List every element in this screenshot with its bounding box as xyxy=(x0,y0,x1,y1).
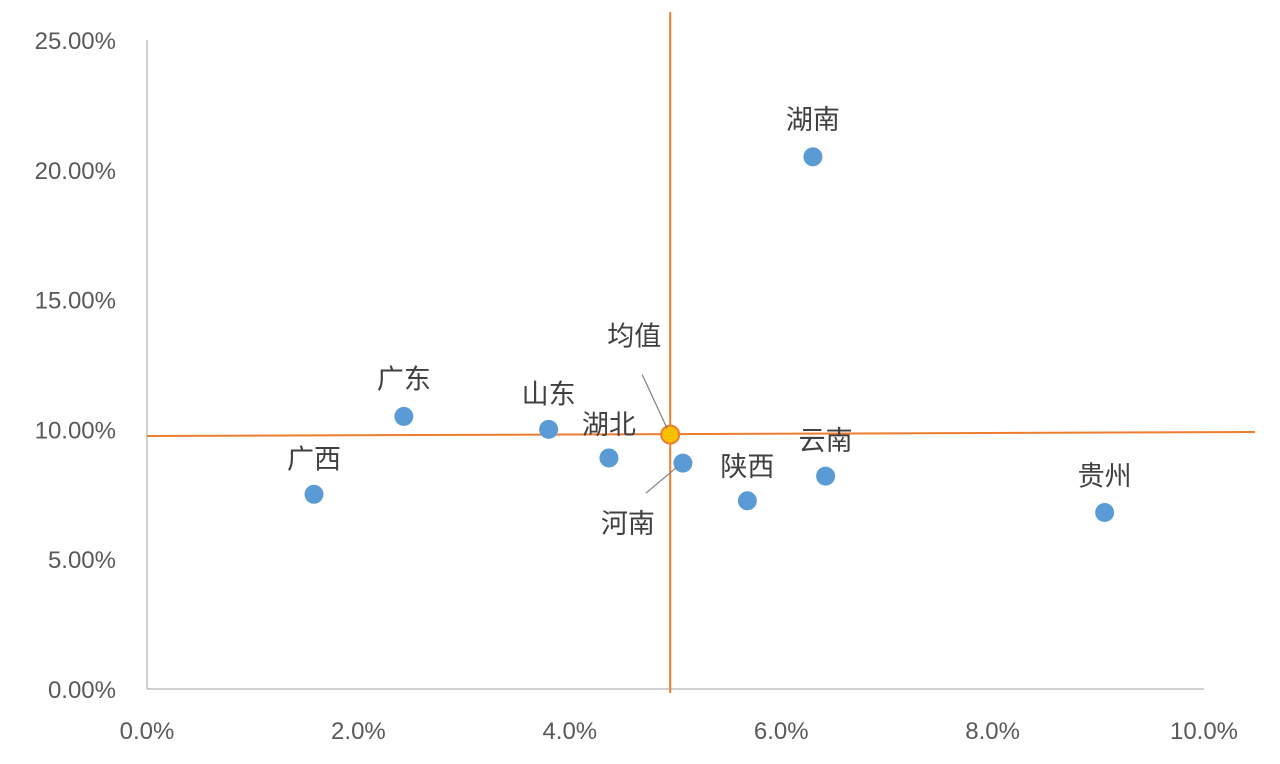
y-tick-label: 20.00% xyxy=(35,158,116,185)
data-point xyxy=(1095,502,1115,522)
mean-point xyxy=(660,424,681,445)
data-point xyxy=(816,466,836,486)
data-point xyxy=(673,453,693,473)
point-label: 河南 xyxy=(601,509,655,540)
data-point xyxy=(737,491,757,511)
mean-horizontal-line xyxy=(146,431,1256,437)
y-tick-label: 0.00% xyxy=(48,677,116,704)
axes xyxy=(146,40,1204,690)
x-tick-label: 2.0% xyxy=(331,718,386,745)
point-label: 湖北 xyxy=(582,410,636,441)
data-point xyxy=(394,406,414,426)
tick-labels: 0.00% 5.00% 10.00% 15.00% 20.00% 25.00% 0.0% 2.… xyxy=(35,28,1238,745)
mean-lines xyxy=(146,12,1256,693)
point-label: 云南 xyxy=(799,426,853,457)
x-tick-label: 4.0% xyxy=(542,718,597,745)
x-tick-label: 8.0% xyxy=(965,718,1020,745)
y-tick-label: 25.00% xyxy=(35,28,116,55)
point-label: 广西 xyxy=(287,444,341,475)
y-tick-label: 5.00% xyxy=(48,547,116,574)
mean-leader-line xyxy=(641,374,668,429)
data-point xyxy=(304,484,324,504)
x-tick-label: 10.0% xyxy=(1170,718,1238,745)
point-label: 陕西 xyxy=(720,452,774,483)
y-tick-label: 10.00% xyxy=(35,417,116,444)
label-leader-line xyxy=(645,466,678,494)
x-tick-label: 6.0% xyxy=(754,718,809,745)
data-point xyxy=(539,419,559,439)
data-point xyxy=(803,147,823,167)
y-tick-label: 15.00% xyxy=(35,288,116,315)
point-label: 湖南 xyxy=(786,105,840,136)
data-point xyxy=(599,448,619,468)
data-points xyxy=(304,147,1115,522)
point-label: 广东 xyxy=(377,364,431,395)
x-tick-label: 0.0% xyxy=(120,718,175,745)
point-label: 贵州 xyxy=(1078,461,1132,492)
point-label: 山东 xyxy=(522,379,576,410)
mean-label: 均值 xyxy=(607,322,661,353)
